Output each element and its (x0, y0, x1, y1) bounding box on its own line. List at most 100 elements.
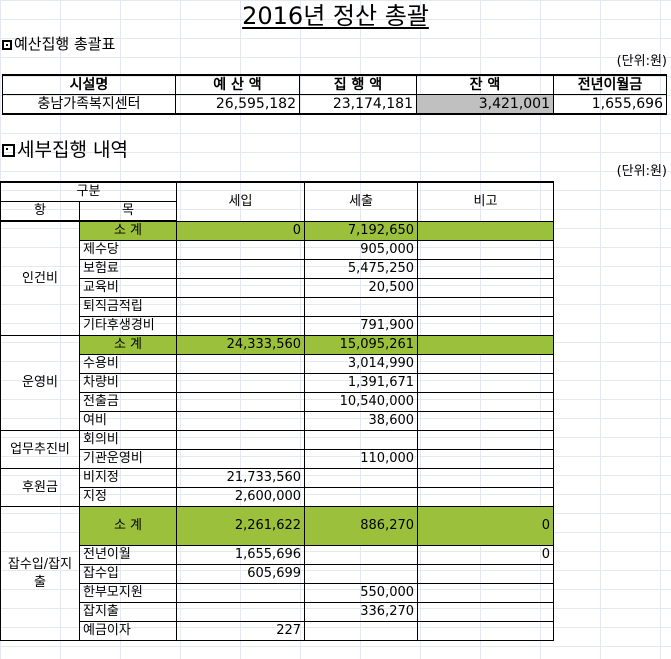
income-cell[interactable] (176, 278, 306, 298)
expense-cell[interactable] (304, 487, 419, 507)
note-cell[interactable] (417, 430, 555, 450)
income-cell[interactable] (176, 240, 306, 260)
mok-cell[interactable]: 지정 (78, 487, 178, 507)
note-cell[interactable] (417, 621, 555, 641)
header-cell[interactable]: 집 행 액 (299, 74, 417, 95)
expense-cell[interactable]: 886,270 (304, 506, 419, 546)
note-cell[interactable] (417, 468, 555, 488)
income-cell[interactable] (176, 354, 306, 374)
expense-cell[interactable]: 7,192,650 (304, 220, 419, 241)
note-cell[interactable]: 0 (417, 506, 555, 546)
expense-cell[interactable]: 110,000 (304, 449, 419, 469)
mok-cell[interactable]: 잡지출 (78, 602, 178, 622)
income-cell[interactable] (176, 259, 306, 279)
income-cell[interactable]: 24,333,560 (176, 335, 306, 355)
expense-cell[interactable]: 3,014,990 (304, 354, 419, 374)
income-cell[interactable]: 2,600,000 (176, 487, 306, 507)
mok-cell[interactable]: 전년이월 (78, 545, 178, 565)
income-cell[interactable] (176, 583, 306, 603)
note-cell[interactable]: 0 (417, 545, 555, 565)
mok-cell[interactable]: 보험료 (78, 259, 178, 279)
income-cell[interactable] (176, 602, 306, 622)
expense-cell[interactable]: 10,540,000 (304, 392, 419, 412)
income-cell[interactable] (176, 373, 306, 393)
note-cell[interactable] (417, 583, 555, 603)
mok-cell[interactable]: 회의비 (78, 430, 178, 450)
expense-cell[interactable]: 905,000 (304, 240, 419, 260)
mok-cell[interactable]: 기관운영비 (78, 449, 178, 469)
hang-cell[interactable]: 후원금 (0, 468, 80, 507)
note-cell[interactable] (417, 602, 555, 622)
income-cell[interactable]: 0 (176, 220, 306, 241)
category-header[interactable]: 구분 (0, 181, 178, 202)
expense-header[interactable]: 세출 (304, 181, 419, 222)
mok-cell[interactable]: 교육비 (78, 278, 178, 298)
note-header[interactable]: 비고 (417, 181, 555, 222)
hang-cell[interactable]: 운영비 (0, 335, 80, 431)
header-cell[interactable]: 전년이월금 (553, 74, 667, 95)
mok-cell[interactable]: 전출금 (78, 392, 178, 412)
note-cell[interactable] (417, 373, 555, 393)
mok-cell[interactable]: 제수당 (78, 240, 178, 260)
income-cell[interactable]: 21,733,560 (176, 468, 306, 488)
subtotal-label-cell[interactable]: 소 계 (78, 220, 178, 241)
mok-cell[interactable]: 한부모지원 (78, 583, 178, 603)
note-cell[interactable] (417, 392, 555, 412)
mok-cell[interactable]: 차량비 (78, 373, 178, 393)
note-cell[interactable] (417, 354, 555, 374)
hang-cell[interactable]: 업무추진비 (0, 430, 80, 469)
note-cell[interactable] (417, 411, 555, 431)
expense-cell[interactable]: 5,475,250 (304, 259, 419, 279)
income-header[interactable]: 세입 (176, 181, 306, 222)
income-cell[interactable]: 2,261,622 (176, 506, 306, 546)
note-cell[interactable] (417, 564, 555, 584)
expense-cell[interactable] (304, 621, 419, 641)
note-cell[interactable] (417, 240, 555, 260)
expense-cell[interactable]: 38,600 (304, 411, 419, 431)
header-cell[interactable]: 예 산 액 (175, 74, 300, 95)
note-cell[interactable] (417, 220, 555, 241)
income-cell[interactable] (176, 297, 306, 317)
expense-cell[interactable]: 550,000 (304, 583, 419, 603)
mok-cell[interactable]: 잡수입 (78, 564, 178, 584)
income-cell[interactable] (176, 411, 306, 431)
header-cell[interactable]: 시설명 (2, 74, 176, 95)
hang-cell[interactable]: 잡수입/잡지출 (0, 506, 80, 641)
balance-cell[interactable]: 3,421,001 (416, 94, 554, 115)
expense-cell[interactable] (304, 468, 419, 488)
expense-cell[interactable]: 15,095,261 (304, 335, 419, 355)
mok-header[interactable]: 목 (78, 201, 178, 222)
subtotal-label-cell[interactable]: 소 계 (78, 335, 178, 355)
expense-cell[interactable] (304, 545, 419, 565)
expense-cell[interactable] (304, 564, 419, 584)
mok-cell[interactable]: 비지정 (78, 468, 178, 488)
note-cell[interactable] (417, 297, 555, 317)
hang-header[interactable]: 항 (0, 201, 80, 222)
income-cell[interactable] (176, 449, 306, 469)
income-cell[interactable] (176, 392, 306, 412)
subtotal-label-cell[interactable]: 소 계 (78, 506, 178, 546)
income-cell[interactable]: 605,699 (176, 564, 306, 584)
note-cell[interactable] (417, 335, 555, 355)
mok-cell[interactable]: 예금이자 (78, 621, 178, 641)
mok-cell[interactable]: 퇴직금적립 (78, 297, 178, 317)
note-cell[interactable] (417, 259, 555, 279)
facility-name-cell[interactable]: 충남가족복지센터 (2, 94, 176, 115)
expense-cell[interactable]: 336,270 (304, 602, 419, 622)
note-cell[interactable] (417, 449, 555, 469)
executed-amount-cell[interactable]: 23,174,181 (299, 94, 417, 115)
expense-cell[interactable] (304, 430, 419, 450)
income-cell[interactable]: 227 (176, 621, 306, 641)
hang-cell[interactable]: 인건비 (0, 220, 80, 336)
note-cell[interactable] (417, 278, 555, 298)
note-cell[interactable] (417, 487, 555, 507)
expense-cell[interactable]: 1,391,671 (304, 373, 419, 393)
mok-cell[interactable]: 기타후생경비 (78, 316, 178, 336)
income-cell[interactable] (176, 316, 306, 336)
mok-cell[interactable]: 여비 (78, 411, 178, 431)
expense-cell[interactable]: 791,900 (304, 316, 419, 336)
header-cell[interactable]: 잔 액 (416, 74, 554, 95)
note-cell[interactable] (417, 316, 555, 336)
budget-amount-cell[interactable]: 26,595,182 (175, 94, 300, 115)
mok-cell[interactable]: 수용비 (78, 354, 178, 374)
